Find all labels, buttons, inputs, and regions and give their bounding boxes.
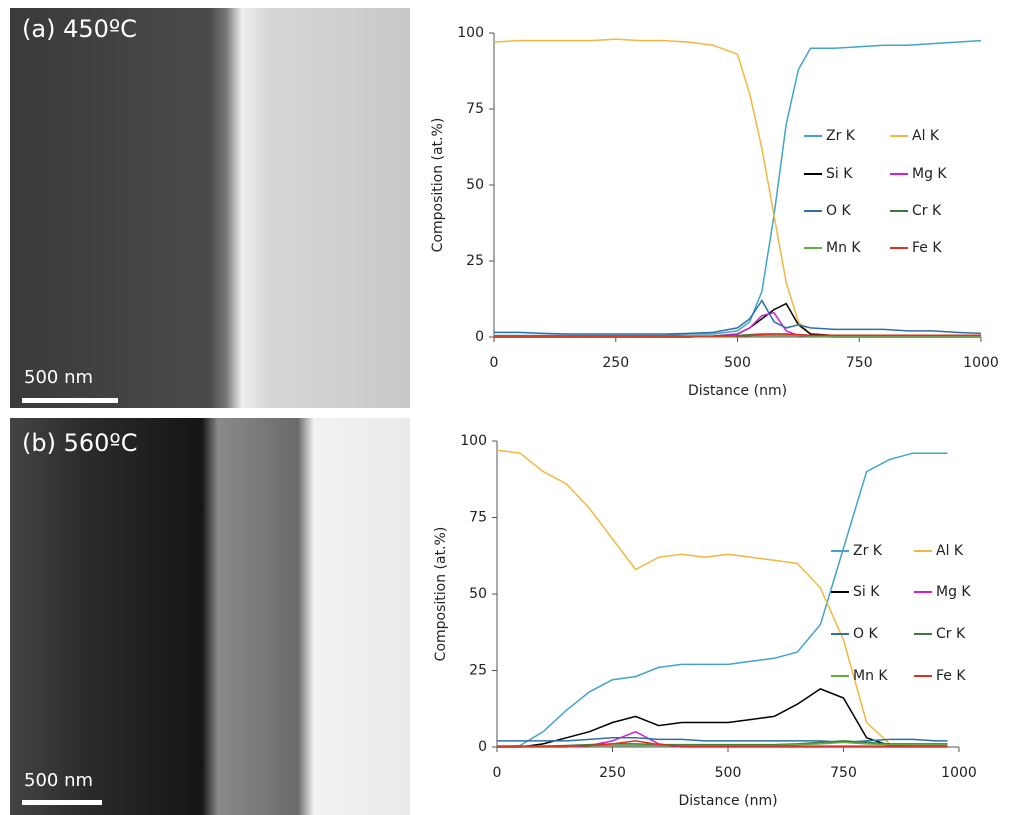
- y-axis-label: Composition (at.%): [433, 527, 449, 662]
- legend-label: Al K: [936, 543, 964, 559]
- legend-label: Mg K: [912, 166, 947, 182]
- x-tick-label: 0: [493, 765, 502, 781]
- micrograph-b: (b) 560ºC 500 nm: [10, 418, 410, 815]
- legend-label: Mn K: [853, 668, 888, 684]
- legend-label: Si K: [853, 584, 880, 600]
- x-axis-label: Distance (nm): [678, 793, 777, 809]
- series-line: [494, 302, 981, 338]
- x-tick-label: 750: [830, 765, 857, 781]
- image-label: (a) 450ºC: [22, 15, 137, 43]
- legend-label: Al K: [912, 128, 940, 144]
- legend-label: Mg K: [936, 584, 971, 600]
- y-tick-label: 0: [475, 329, 484, 345]
- legend-label: O K: [853, 626, 878, 642]
- legend-label: Cr K: [936, 626, 966, 642]
- y-tick-label: 25: [466, 253, 484, 269]
- series-line: [497, 688, 948, 748]
- x-tick-label: 0: [490, 355, 499, 371]
- y-tick-label: 50: [469, 586, 487, 602]
- scale-bar: [22, 800, 102, 805]
- y-axis-label: Composition (at.%): [430, 118, 446, 253]
- y-tick-label: 0: [478, 739, 487, 755]
- image-label: (b) 560ºC: [22, 429, 137, 457]
- x-tick-label: 1000: [963, 355, 999, 371]
- x-tick-label: 250: [599, 765, 626, 781]
- series-line: [497, 737, 948, 744]
- image: [10, 418, 410, 815]
- y-tick-label: 75: [469, 510, 487, 526]
- series-line: [493, 38, 981, 337]
- x-tick-label: 750: [846, 355, 873, 371]
- legend-label: O K: [826, 203, 851, 219]
- x-tick-label: 500: [715, 765, 742, 781]
- series-line: [497, 740, 948, 747]
- y-tick-label: 50: [466, 177, 484, 193]
- series-line: [496, 449, 948, 747]
- x-tick-label: 500: [724, 355, 751, 371]
- legend-label: Zr K: [853, 543, 883, 559]
- micrograph-a: (a) 450ºC 500 nm: [10, 8, 410, 408]
- series-line: [494, 333, 981, 337]
- legend-label: Mn K: [826, 240, 861, 256]
- x-axis-label: Distance (nm): [688, 383, 787, 399]
- y-tick-label: 100: [457, 25, 484, 41]
- series-line: [494, 299, 982, 335]
- x-tick-label: 250: [602, 355, 629, 371]
- scale-bar: [22, 398, 118, 403]
- legend-label: Zr K: [826, 128, 856, 144]
- series-line: [496, 452, 948, 748]
- x-tick-label: 1000: [941, 765, 977, 781]
- series-line: [494, 39, 982, 337]
- legend-label: Fe K: [912, 240, 942, 256]
- scale-label: 500 nm: [24, 770, 93, 791]
- legend-label: Fe K: [936, 668, 966, 684]
- y-tick-label: 25: [469, 663, 487, 679]
- legend-label: Si K: [826, 166, 853, 182]
- image: [10, 8, 410, 408]
- y-tick-label: 75: [466, 101, 484, 117]
- legend-label: Cr K: [912, 203, 942, 219]
- y-tick-label: 100: [460, 433, 487, 449]
- scale-label: 500 nm: [24, 367, 93, 388]
